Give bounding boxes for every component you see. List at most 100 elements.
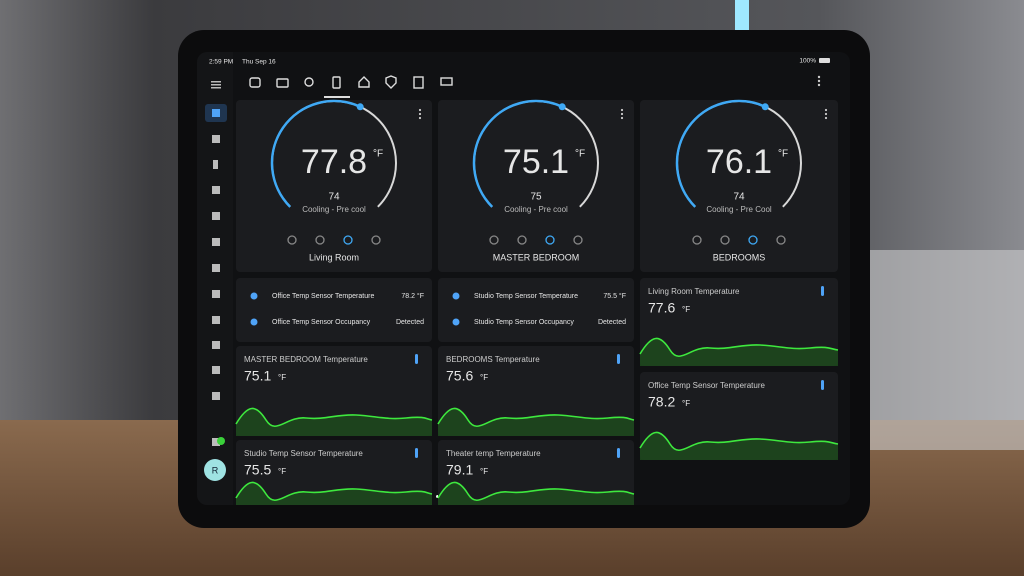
menu-dot xyxy=(418,112,422,116)
hvac-action: Cooling - Pre cool xyxy=(302,205,366,214)
entity-label: Studio Temp Sensor Occupancy xyxy=(474,319,574,326)
mode-button[interactable] xyxy=(776,235,786,245)
sparkline xyxy=(235,481,433,501)
sparkline xyxy=(639,337,839,357)
sensor-title: BEDROOMS Temperature xyxy=(446,355,540,364)
mode-button[interactable] xyxy=(720,235,730,245)
mode-button[interactable] xyxy=(748,235,758,245)
sensor-card[interactable] xyxy=(640,278,838,366)
mode-button[interactable] xyxy=(517,235,527,245)
sparkline xyxy=(235,407,433,427)
thermometer-icon xyxy=(821,380,824,390)
gauge-handle[interactable] xyxy=(356,103,364,111)
entity-icon xyxy=(250,292,258,300)
sensor-unit: °F xyxy=(682,399,690,408)
gauge-active xyxy=(675,99,766,208)
mode-button[interactable] xyxy=(545,235,555,245)
thermometer-icon xyxy=(617,354,620,364)
entity-label: Office Temp Sensor Temperature xyxy=(272,293,374,300)
sensor-title: Office Temp Sensor Temperature xyxy=(648,381,766,390)
avatar-initial: R xyxy=(212,465,219,475)
thermostat-card xyxy=(640,100,838,272)
temperature-unit: °F xyxy=(373,149,383,160)
menu-dot xyxy=(418,116,422,120)
status-battery: 100% xyxy=(799,58,816,65)
temperature-unit: °F xyxy=(778,149,788,160)
thermometer-icon xyxy=(415,448,418,458)
temperature-unit: °F xyxy=(575,149,585,160)
sparkline-fill xyxy=(236,408,432,436)
gauge-handle[interactable] xyxy=(761,103,769,111)
entity-icon xyxy=(452,318,460,326)
sensor-value: 75.1 xyxy=(244,368,271,384)
menu-dot xyxy=(824,116,828,120)
gauge-active xyxy=(270,99,361,208)
mode-button[interactable] xyxy=(315,235,325,245)
sensor-unit: °F xyxy=(278,467,286,476)
thermostat-card xyxy=(236,100,432,272)
mode-button[interactable] xyxy=(573,235,583,245)
sparkline-fill xyxy=(640,338,838,366)
sensor-value: 78.2 xyxy=(648,394,675,410)
mode-button[interactable] xyxy=(371,235,381,245)
target-temperature: 74 xyxy=(733,192,745,203)
entity-value: 78.2 °F xyxy=(401,292,424,300)
menu-dot xyxy=(418,108,422,112)
sensor-unit: °F xyxy=(480,467,488,476)
sensor-card[interactable] xyxy=(236,346,432,436)
current-temperature: 76.1 xyxy=(706,143,772,181)
sparkline-fill xyxy=(640,432,838,460)
current-temperature: 77.8 xyxy=(301,143,367,181)
sensor-value: 75.6 xyxy=(446,368,473,384)
sensor-title: MASTER BEDROOM Temperature xyxy=(244,355,368,364)
thermometer-icon xyxy=(821,286,824,296)
sensor-value: 75.5 xyxy=(244,462,271,478)
thermostat-name: Living Room xyxy=(309,252,359,262)
active-tab-indicator xyxy=(324,96,350,98)
thermostat-name: BEDROOMS xyxy=(713,252,766,262)
mode-button[interactable] xyxy=(489,235,499,245)
entity-icon xyxy=(452,292,460,300)
hvac-action: Cooling - Pre Cool xyxy=(706,205,772,214)
sensor-card[interactable] xyxy=(640,372,838,460)
overflow-menu[interactable] xyxy=(817,75,821,87)
sensor-unit: °F xyxy=(480,373,488,382)
sensor-card[interactable] xyxy=(438,346,634,436)
sensor-unit: °F xyxy=(682,305,690,314)
sparkline xyxy=(437,481,635,501)
thermostat-card xyxy=(438,100,634,272)
mode-button[interactable] xyxy=(343,235,353,245)
sparkline-fill xyxy=(438,482,634,505)
gauge-active xyxy=(472,99,563,208)
view-tabs[interactable] xyxy=(249,75,453,89)
current-temperature: 75.1 xyxy=(503,143,569,181)
entity-value: Detected xyxy=(598,319,626,326)
target-temperature: 74 xyxy=(328,192,340,203)
battery-icon xyxy=(819,58,830,63)
hvac-action: Cooling - Pre cool xyxy=(504,205,568,214)
menu-dot xyxy=(620,116,624,120)
menu-dot xyxy=(620,108,624,112)
thermostat-name: MASTER BEDROOM xyxy=(493,252,580,262)
menu-dot xyxy=(824,108,828,112)
entity-value: 75.5 °F xyxy=(603,292,626,300)
thermometer-icon xyxy=(617,448,620,458)
status-date: Thu Sep 16 xyxy=(242,59,276,66)
menu-dot xyxy=(620,112,624,116)
target-temperature: 75 xyxy=(530,192,542,203)
mode-button[interactable] xyxy=(287,235,297,245)
screen-content: 2:59 PM Thu Sep 16 100% R 77.8 °F 74 Coolin… xyxy=(197,52,839,505)
entity-icon xyxy=(250,318,258,326)
avatar[interactable] xyxy=(204,459,226,481)
mode-button[interactable] xyxy=(692,235,702,245)
sensor-value: 77.6 xyxy=(648,300,675,316)
entities-card xyxy=(236,278,432,342)
sparkline xyxy=(639,431,839,451)
sidebar-icons xyxy=(205,81,227,446)
gauge-handle[interactable] xyxy=(558,103,566,111)
entity-label: Office Temp Sensor Occupancy xyxy=(272,319,371,326)
entity-value: Detected xyxy=(396,319,424,326)
menu-dot xyxy=(824,112,828,116)
